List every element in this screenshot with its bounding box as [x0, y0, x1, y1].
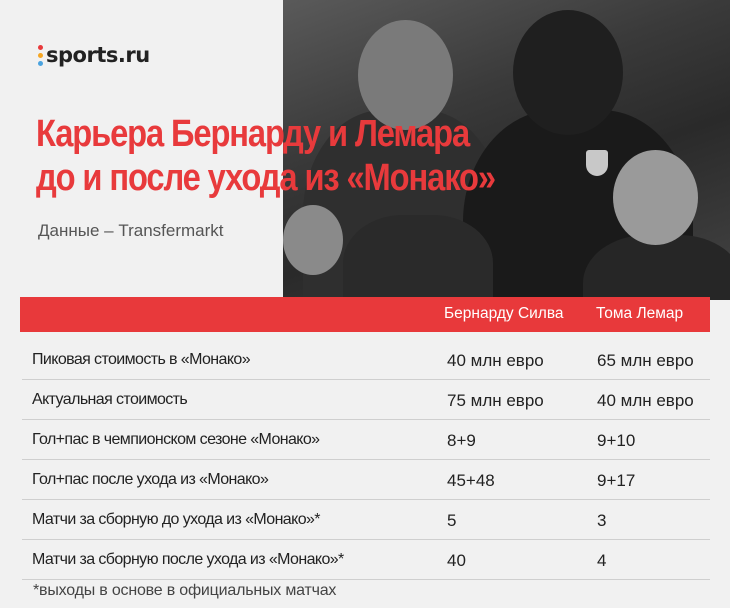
sports-ru-logo: sports.ru — [38, 43, 150, 67]
value-bernardo: 40 — [447, 551, 466, 570]
table-header-bar — [20, 297, 710, 332]
value-lemar: 3 — [597, 511, 607, 530]
value-lemar: 40 млн евро — [597, 391, 694, 410]
title-line-1: Карьера Бернарду и Лемара — [36, 113, 470, 155]
logo-text: sports.ru — [46, 43, 150, 67]
data-source: Данные – Transfermarkt — [38, 221, 224, 240]
child-body-right — [583, 235, 730, 300]
footnote: *выходы в основе в официальных матчах — [33, 582, 337, 599]
table-row: Матчи за сборную до ухода из «Монако»* 5… — [22, 500, 710, 540]
value-bernardo: 75 млн евро — [447, 391, 544, 410]
row-label: Актуальная стоимость — [32, 391, 188, 408]
player-head-right — [513, 10, 623, 135]
club-crest-icon — [586, 150, 608, 176]
value-bernardo: 5 — [447, 511, 457, 530]
column-header-bernardo: Бернарду Силва — [444, 305, 564, 322]
table-row: Матчи за сборную после ухода из «Монако»… — [22, 540, 710, 580]
table-row: Актуальная стоимость 75 млн евро 40 млн … — [22, 380, 710, 420]
row-label: Пиковая стоимость в «Монако» — [32, 351, 251, 368]
table-row: Гол+пас после ухода из «Монако» 45+48 9+… — [22, 460, 710, 500]
value-bernardo: 40 млн евро — [447, 351, 544, 370]
child-body-left — [343, 215, 493, 300]
value-lemar: 4 — [597, 551, 607, 570]
players-photo — [283, 0, 730, 300]
player-head-left — [358, 20, 453, 130]
child-head-right — [613, 150, 698, 245]
column-header-lemar: Тома Лемар — [596, 305, 684, 322]
value-bernardo: 8+9 — [447, 431, 476, 450]
table-row: Пиковая стоимость в «Монако» 40 млн евро… — [22, 340, 710, 380]
value-lemar: 9+10 — [597, 431, 636, 450]
row-label: Гол+пас после ухода из «Монако» — [32, 471, 269, 488]
logo-dot — [38, 44, 43, 50]
row-label: Гол+пас в чемпионском сезоне «Монако» — [32, 431, 320, 448]
logo-dot — [38, 52, 43, 58]
value-bernardo: 45+48 — [447, 471, 495, 490]
row-label: Матчи за сборную до ухода из «Монако»* — [32, 511, 321, 528]
table-row: Гол+пас в чемпионском сезоне «Монако» 8+… — [22, 420, 710, 460]
child-head-left — [283, 205, 343, 275]
page-title: Карьера Бернарду и Лемара до и после ухо… — [36, 112, 496, 200]
row-label: Матчи за сборную после ухода из «Монако»… — [32, 551, 344, 568]
value-lemar: 65 млн евро — [597, 351, 694, 370]
value-lemar: 9+17 — [597, 471, 636, 490]
logo-dot — [38, 60, 43, 66]
title-line-2: до и после ухода из «Монако» — [36, 157, 496, 199]
logo-dots-icon — [38, 44, 43, 66]
